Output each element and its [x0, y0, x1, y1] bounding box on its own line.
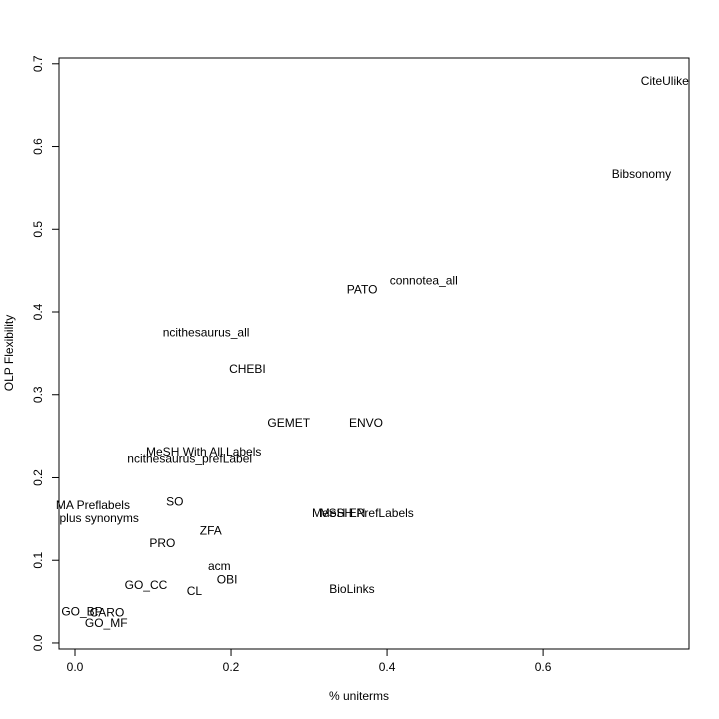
- point-label: ENVO: [349, 416, 383, 430]
- point-label: MeSH With All Labels: [146, 445, 261, 459]
- point-label: GEMET: [267, 416, 310, 430]
- point-label: SO: [166, 494, 183, 508]
- point-label: PRO: [149, 536, 175, 550]
- point-label: CiteUlike: [641, 74, 689, 88]
- point-label: OBI: [217, 572, 238, 586]
- point-label: Bibsonomy: [612, 167, 671, 181]
- point-label: plus synonyms: [59, 511, 138, 525]
- point-label: GO_MF: [85, 616, 128, 630]
- point-label: MeSH EN: [312, 506, 365, 520]
- y-tick-label: 0.4: [31, 303, 45, 320]
- y-tick-label: 0.6: [31, 138, 45, 155]
- point-label: BioLinks: [329, 582, 374, 596]
- y-tick-label: 0.2: [31, 469, 45, 486]
- point-label: ZFA: [200, 523, 222, 537]
- point-label: connotea_all: [390, 274, 458, 288]
- point-label: GO_BP: [61, 605, 102, 619]
- x-axis-label: % uniterms: [329, 689, 389, 703]
- point-label: acm: [208, 559, 231, 573]
- y-tick-label: 0.5: [31, 221, 45, 238]
- x-tick-label: 0.2: [223, 660, 240, 674]
- x-tick-label: 0.4: [379, 660, 396, 674]
- y-tick-label: 0.0: [31, 634, 45, 651]
- point-label: ncithesaurus_prefLabel: [127, 451, 252, 465]
- point-label: CHEBI: [229, 362, 266, 376]
- point-label: ncithesaurus_all: [163, 326, 250, 340]
- y-tick-label: 0.1: [31, 552, 45, 569]
- y-tick-label: 0.3: [31, 386, 45, 403]
- point-label: CARO: [90, 605, 125, 619]
- x-tick-label: 0.6: [535, 660, 552, 674]
- point-label: MeSH PrefLabels: [320, 506, 414, 520]
- y-tick-label: 0.7: [31, 55, 45, 72]
- point-label: CL: [187, 584, 203, 598]
- point-label: PATO: [347, 283, 378, 297]
- x-tick-label: 0.0: [67, 660, 84, 674]
- point-label: GO_CC: [125, 578, 168, 592]
- y-axis-label: OLP Flexibility: [2, 315, 16, 391]
- plot-box: [58, 57, 690, 650]
- point-label: MA Preflabels: [56, 498, 130, 512]
